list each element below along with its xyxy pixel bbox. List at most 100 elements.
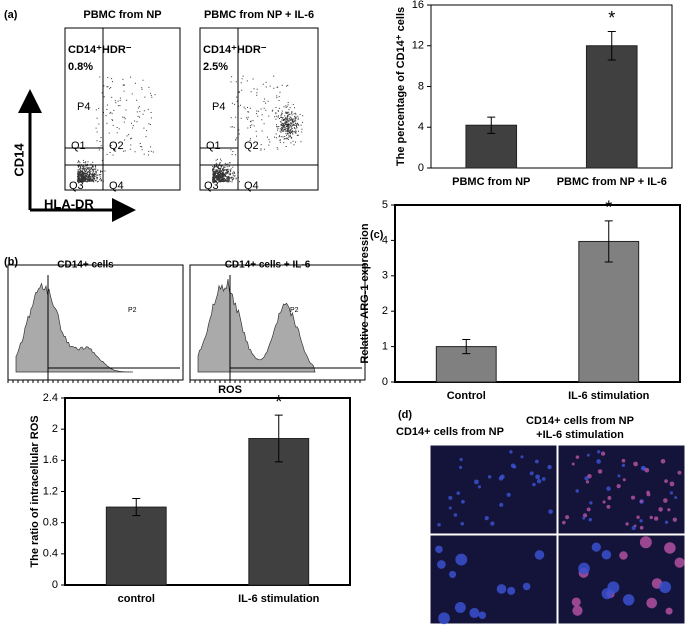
micrograph xyxy=(429,534,558,625)
cell xyxy=(578,562,590,575)
gate-name: Q3 xyxy=(69,180,84,192)
cell xyxy=(448,495,453,500)
cell xyxy=(585,480,590,484)
y-tick-label: 16 xyxy=(412,0,424,11)
cell xyxy=(484,516,489,521)
annotation: * xyxy=(605,198,612,218)
cell xyxy=(478,611,487,619)
cell xyxy=(601,550,612,560)
cell xyxy=(622,594,635,606)
bar xyxy=(105,506,167,586)
image-title: +IL-6 stimulation xyxy=(536,429,624,441)
histogram xyxy=(15,282,133,373)
x-tick-label: Control xyxy=(447,390,486,402)
cell xyxy=(437,523,441,527)
y-tick-label: 2 xyxy=(52,423,58,435)
cell xyxy=(548,509,553,514)
cell xyxy=(659,581,672,594)
cell xyxy=(507,586,516,595)
cell xyxy=(586,453,590,457)
cell xyxy=(600,451,606,456)
error-bar xyxy=(604,220,613,263)
cell xyxy=(455,553,468,566)
panel-label: (b) xyxy=(4,256,18,268)
flow-title: PBMC from NP + IL-6 xyxy=(204,9,314,21)
cell xyxy=(622,478,626,482)
gate-percent: 2.5% xyxy=(203,61,228,73)
y-tick-label: 2 xyxy=(382,305,388,317)
cell xyxy=(644,467,650,473)
y-tick-label: 4 xyxy=(418,121,424,133)
gate-name: Q3 xyxy=(204,180,219,192)
cell xyxy=(591,542,601,552)
cell xyxy=(674,496,678,500)
cell xyxy=(571,597,581,607)
gate-name: Q1 xyxy=(206,140,221,152)
cell xyxy=(541,477,546,481)
histogram-frame xyxy=(189,264,366,381)
cell xyxy=(639,536,652,549)
cell xyxy=(487,475,492,479)
cell xyxy=(665,607,673,615)
cell xyxy=(575,489,579,493)
annotation: * xyxy=(275,392,282,412)
gate-name: Q4 xyxy=(244,180,259,192)
y-tick-label: 0.4 xyxy=(43,548,58,560)
cell xyxy=(582,513,588,518)
x-axis-label: HLA-DR xyxy=(44,196,94,211)
gate-name: Q1 xyxy=(71,140,86,152)
cell xyxy=(664,479,668,483)
cell xyxy=(663,498,668,503)
cell xyxy=(453,513,458,517)
gate-name: Q2 xyxy=(109,140,124,152)
y-tick-label: 0 xyxy=(382,376,388,388)
cell xyxy=(562,520,566,525)
cell xyxy=(460,522,464,526)
cell xyxy=(646,492,651,497)
cell xyxy=(631,526,636,531)
error-bar xyxy=(132,498,141,517)
cell xyxy=(496,584,507,594)
flow-frame xyxy=(64,27,181,191)
flow-title: PBMC from NP xyxy=(83,9,161,21)
annotation: * xyxy=(608,8,615,28)
cell xyxy=(490,521,495,526)
cell xyxy=(565,515,570,520)
cell xyxy=(520,455,524,459)
cell xyxy=(597,450,601,454)
cell xyxy=(602,500,606,504)
cell xyxy=(664,542,676,554)
y-axis-label: The percentage of CD14⁺ cells xyxy=(395,7,407,166)
cell xyxy=(639,525,644,530)
cell xyxy=(536,478,542,484)
y-tick-label: 2.4 xyxy=(43,392,58,404)
cell xyxy=(522,582,531,591)
histogram-title: CD14+ cells xyxy=(57,260,114,271)
flow-frame xyxy=(199,27,319,191)
cell xyxy=(474,479,479,485)
histogram-ticks xyxy=(7,380,179,383)
cell xyxy=(619,551,628,560)
cell xyxy=(596,459,601,464)
y-axis-label: Relative ARG-1 expression xyxy=(359,223,371,363)
gate-name: P2 xyxy=(290,307,299,314)
cell xyxy=(477,485,482,489)
cell xyxy=(499,502,504,507)
cell xyxy=(669,491,674,495)
cell xyxy=(435,545,443,554)
gate-percent: 0.8% xyxy=(68,61,93,73)
cell xyxy=(674,557,685,568)
gate-name: P4 xyxy=(77,101,90,113)
cell xyxy=(575,455,580,459)
cell xyxy=(586,507,591,512)
y-tick-label: 1.2 xyxy=(43,485,58,497)
cell xyxy=(639,499,643,503)
cell xyxy=(639,519,643,523)
gate-name: P4 xyxy=(212,101,225,113)
histogram-ticks xyxy=(189,380,361,383)
cell xyxy=(625,522,629,526)
gate-label: CD14⁺HDR⁻ xyxy=(203,44,267,56)
cell xyxy=(646,597,658,609)
cell xyxy=(448,506,452,510)
cell xyxy=(547,464,552,470)
